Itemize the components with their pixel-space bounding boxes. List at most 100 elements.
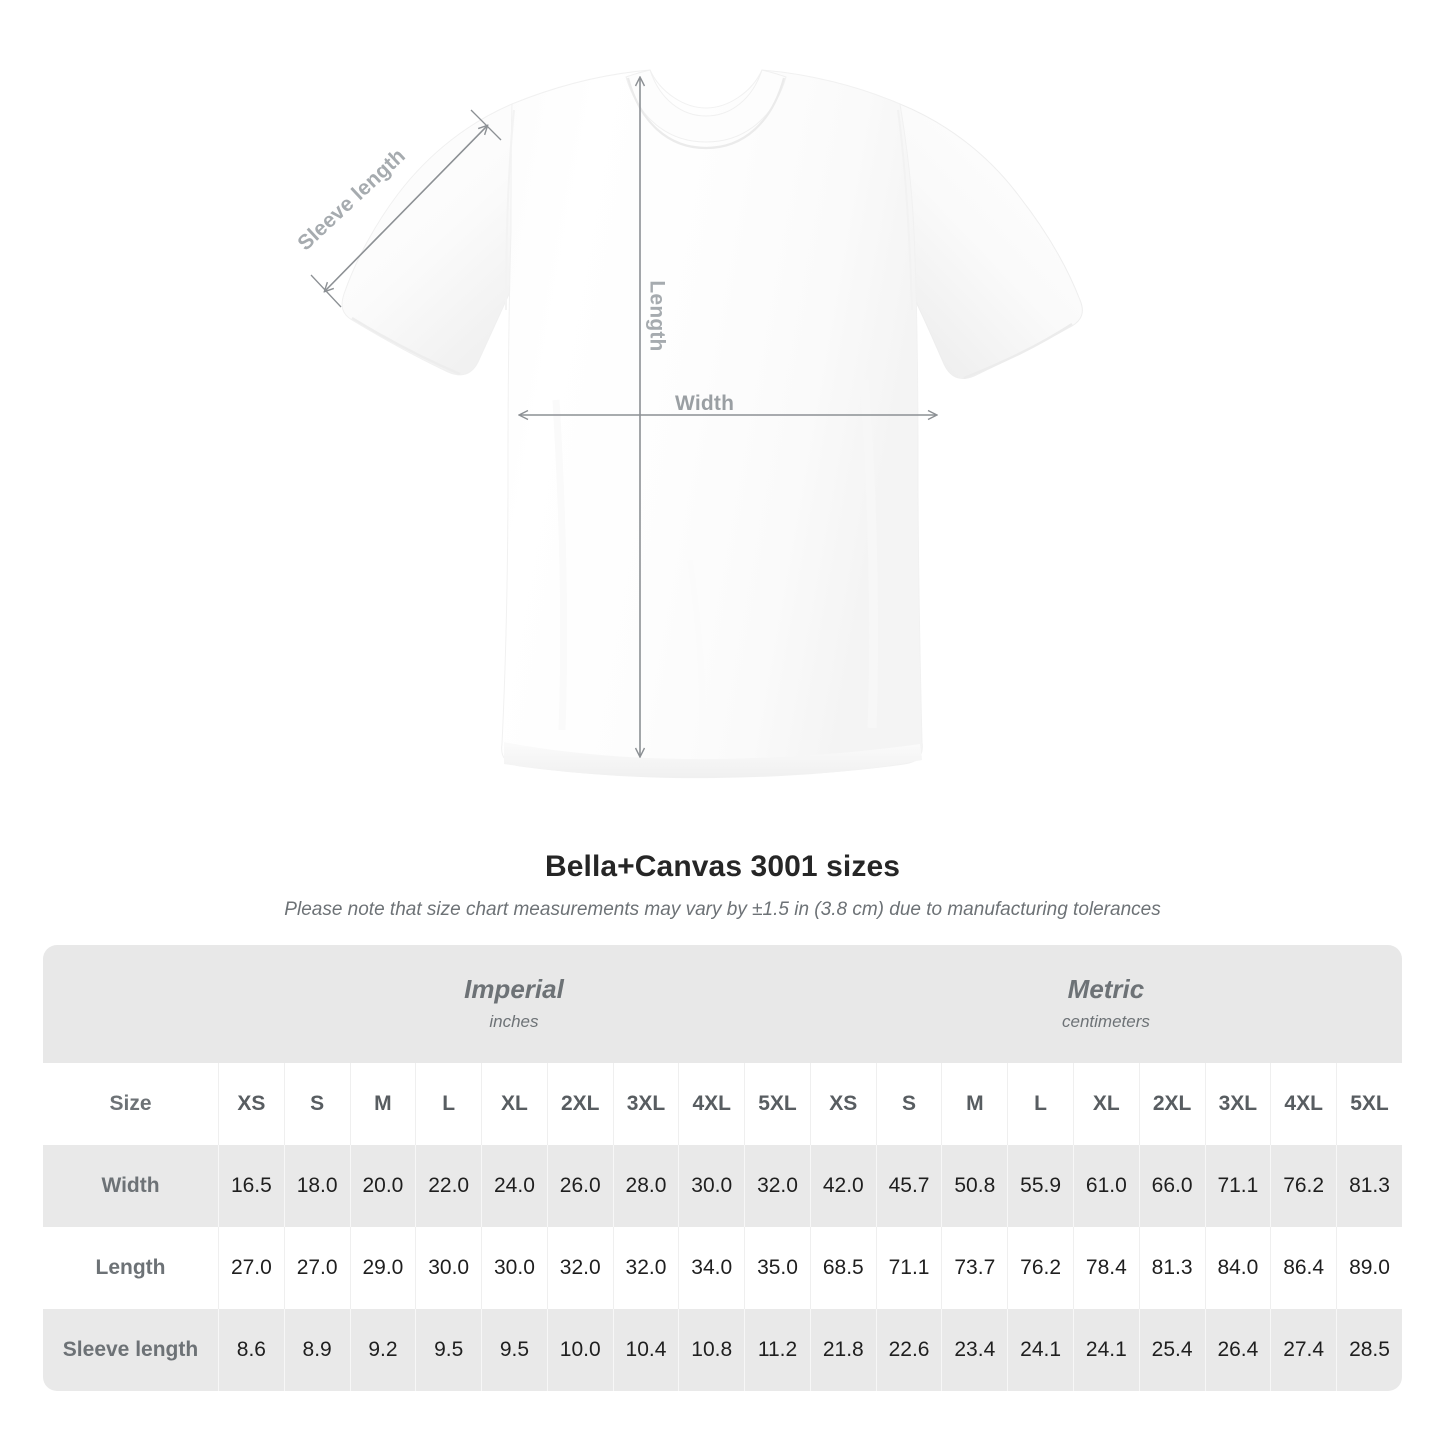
tolerance-note: Please note that size chart measurements… — [284, 899, 1161, 920]
column-header-metric-5xl: 5XL — [1336, 1063, 1402, 1145]
table-header-row: Size XS S M L XL 2XL 3XL 4XL 5XL XS S M L XL 2XL 3XL 4XL 5… — [43, 1063, 1402, 1145]
title-block: Bella+Canvas 3001 sizes Please note that… — [0, 848, 1445, 922]
unit-group-metric: Metric centimeters — [809, 945, 1402, 1063]
cell-length-M-cm: 73.7 — [941, 1227, 1008, 1309]
table-row: Width 16.5 18.0 20.0 22.0 24.0 26.0 28.0 30.0 32.… — [43, 1145, 1402, 1227]
unit-name: Metric — [1067, 974, 1145, 1004]
cell-width-4XL-cm: 76.2 — [1270, 1145, 1337, 1227]
tshirt-svg — [310, 69, 1083, 779]
column-header-metric-xl: XL — [1072, 1063, 1139, 1145]
fold-right — [859, 379, 879, 729]
cell-length-XS-cm: 68.5 — [809, 1227, 876, 1309]
cell-length-XL-cm: 78.4 — [1072, 1227, 1139, 1309]
row-label-width: Width — [43, 1145, 218, 1227]
table-row: Sleeve length 8.6 8.9 9.2 9.5 9.5 10.0 10.4 10.8… — [43, 1309, 1402, 1391]
length-label: Length — [645, 280, 669, 352]
shirt-body — [501, 69, 923, 778]
cell-sleeve-length-XS-cm: 21.8 — [809, 1309, 876, 1391]
unit-band-spacer — [43, 945, 218, 1063]
cell-length-S-in: 27.0 — [283, 1227, 350, 1309]
unit-group-imperial: Imperial inches — [218, 945, 810, 1063]
cell-sleeve-length-M-in: 9.2 — [349, 1309, 416, 1391]
cell-sleeve-length-XL-cm: 24.1 — [1072, 1309, 1139, 1391]
unit-subtitle: centimeters — [1062, 1012, 1150, 1031]
row-label-sleeve-length: Sleeve length — [43, 1309, 218, 1391]
cell-length-S-cm: 71.1 — [875, 1227, 942, 1309]
cell-sleeve-length-S-in: 8.9 — [283, 1309, 350, 1391]
cell-width-2XL-cm: 66.0 — [1138, 1145, 1205, 1227]
cell-width-M-in: 20.0 — [349, 1145, 416, 1227]
fold-left — [552, 399, 568, 731]
unit-name: Imperial — [464, 974, 564, 1004]
tshirt-illustration: Sleeve length Length Width — [293, 69, 1083, 779]
cell-width-XS-in: 16.5 — [218, 1145, 284, 1227]
cell-sleeve-length-3XL-cm: 26.4 — [1204, 1309, 1271, 1391]
cell-width-S-cm: 45.7 — [875, 1145, 942, 1227]
sleeve-arrow — [325, 126, 487, 291]
column-header-metric-xs: XS — [809, 1063, 876, 1145]
column-header-metric-4xl: 4XL — [1270, 1063, 1337, 1145]
unit-band-row: Imperial inches Metric centimeters — [43, 945, 1402, 1063]
cell-width-3XL-in: 28.0 — [612, 1145, 679, 1227]
column-header-imperial-m: M — [349, 1063, 416, 1145]
size-chart-container: Imperial inches Metric centimeters Size XS S M L… — [43, 945, 1402, 1391]
cell-width-4XL-in: 30.0 — [678, 1145, 745, 1227]
cell-length-XL-in: 30.0 — [481, 1227, 547, 1309]
cell-width-5XL-in: 32.0 — [744, 1145, 810, 1227]
column-header-imperial-s: S — [283, 1063, 350, 1145]
cell-width-2XL-in: 26.0 — [546, 1145, 613, 1227]
column-header-imperial-xs: XS — [218, 1063, 284, 1145]
cell-sleeve-length-L-in: 9.5 — [415, 1309, 482, 1391]
cell-sleeve-length-4XL-cm: 27.4 — [1270, 1309, 1337, 1391]
page-title: Bella+Canvas 3001 sizes — [544, 850, 901, 883]
cell-width-XS-cm: 42.0 — [809, 1145, 876, 1227]
cell-length-3XL-cm: 84.0 — [1204, 1227, 1271, 1309]
cell-width-XL-in: 24.0 — [481, 1145, 547, 1227]
right-cuff-seam — [963, 322, 1073, 380]
cell-sleeve-length-2XL-cm: 25.4 — [1138, 1309, 1205, 1391]
cell-sleeve-length-2XL-in: 10.0 — [546, 1309, 613, 1391]
cell-length-4XL-cm: 86.4 — [1270, 1227, 1337, 1309]
cell-sleeve-length-3XL-in: 10.4 — [612, 1309, 679, 1391]
column-header-imperial-xl: XL — [481, 1063, 547, 1145]
width-label: Width — [675, 392, 735, 415]
column-header-metric-s: S — [875, 1063, 942, 1145]
cell-width-5XL-cm: 81.3 — [1336, 1145, 1402, 1227]
cell-length-2XL-cm: 81.3 — [1138, 1227, 1205, 1309]
cell-sleeve-length-XS-in: 8.6 — [218, 1309, 284, 1391]
column-header-metric-2xl: 2XL — [1138, 1063, 1205, 1145]
cell-width-XL-cm: 61.0 — [1072, 1145, 1139, 1227]
table-row: Length 27.0 27.0 29.0 30.0 30.0 32.0 32.0 34.0 35… — [43, 1227, 1402, 1309]
cell-sleeve-length-5XL-in: 11.2 — [744, 1309, 810, 1391]
tshirt-shape — [341, 69, 1083, 779]
cell-width-L-cm: 55.9 — [1007, 1145, 1073, 1227]
column-header-imperial-4xl: 4XL — [678, 1063, 745, 1145]
cell-sleeve-length-L-cm: 24.1 — [1007, 1309, 1073, 1391]
cell-length-5XL-in: 35.0 — [744, 1227, 810, 1309]
cell-sleeve-length-5XL-cm: 28.5 — [1336, 1309, 1402, 1391]
cell-length-4XL-in: 34.0 — [678, 1227, 745, 1309]
column-header-metric-3xl: 3XL — [1204, 1063, 1271, 1145]
size-chart-table: Imperial inches Metric centimeters Size XS S M L… — [43, 945, 1402, 1391]
cell-sleeve-length-XL-in: 9.5 — [481, 1309, 547, 1391]
measurement-arrows — [310, 78, 936, 756]
cell-width-M-cm: 50.8 — [941, 1145, 1008, 1227]
cell-length-3XL-in: 32.0 — [612, 1227, 679, 1309]
column-header-imperial-l: L — [415, 1063, 482, 1145]
cell-length-5XL-cm: 89.0 — [1336, 1227, 1402, 1309]
cell-sleeve-length-4XL-in: 10.8 — [678, 1309, 745, 1391]
cell-length-XS-in: 27.0 — [218, 1227, 284, 1309]
unit-subtitle: inches — [489, 1012, 539, 1031]
column-header-imperial-2xl: 2XL — [546, 1063, 613, 1145]
cell-length-L-cm: 76.2 — [1007, 1227, 1073, 1309]
column-header-metric-m: M — [941, 1063, 1008, 1145]
sleeve-tick-bottom — [310, 274, 342, 308]
cell-width-L-in: 22.0 — [415, 1145, 482, 1227]
left-sleeve — [341, 103, 521, 376]
left-cuff-seam — [351, 316, 461, 376]
column-header-imperial-3xl: 3XL — [612, 1063, 679, 1145]
cell-sleeve-length-M-cm: 23.4 — [941, 1309, 1008, 1391]
cell-length-L-in: 30.0 — [415, 1227, 482, 1309]
sleeve-tick-top — [470, 109, 502, 141]
cell-width-S-in: 18.0 — [283, 1145, 350, 1227]
